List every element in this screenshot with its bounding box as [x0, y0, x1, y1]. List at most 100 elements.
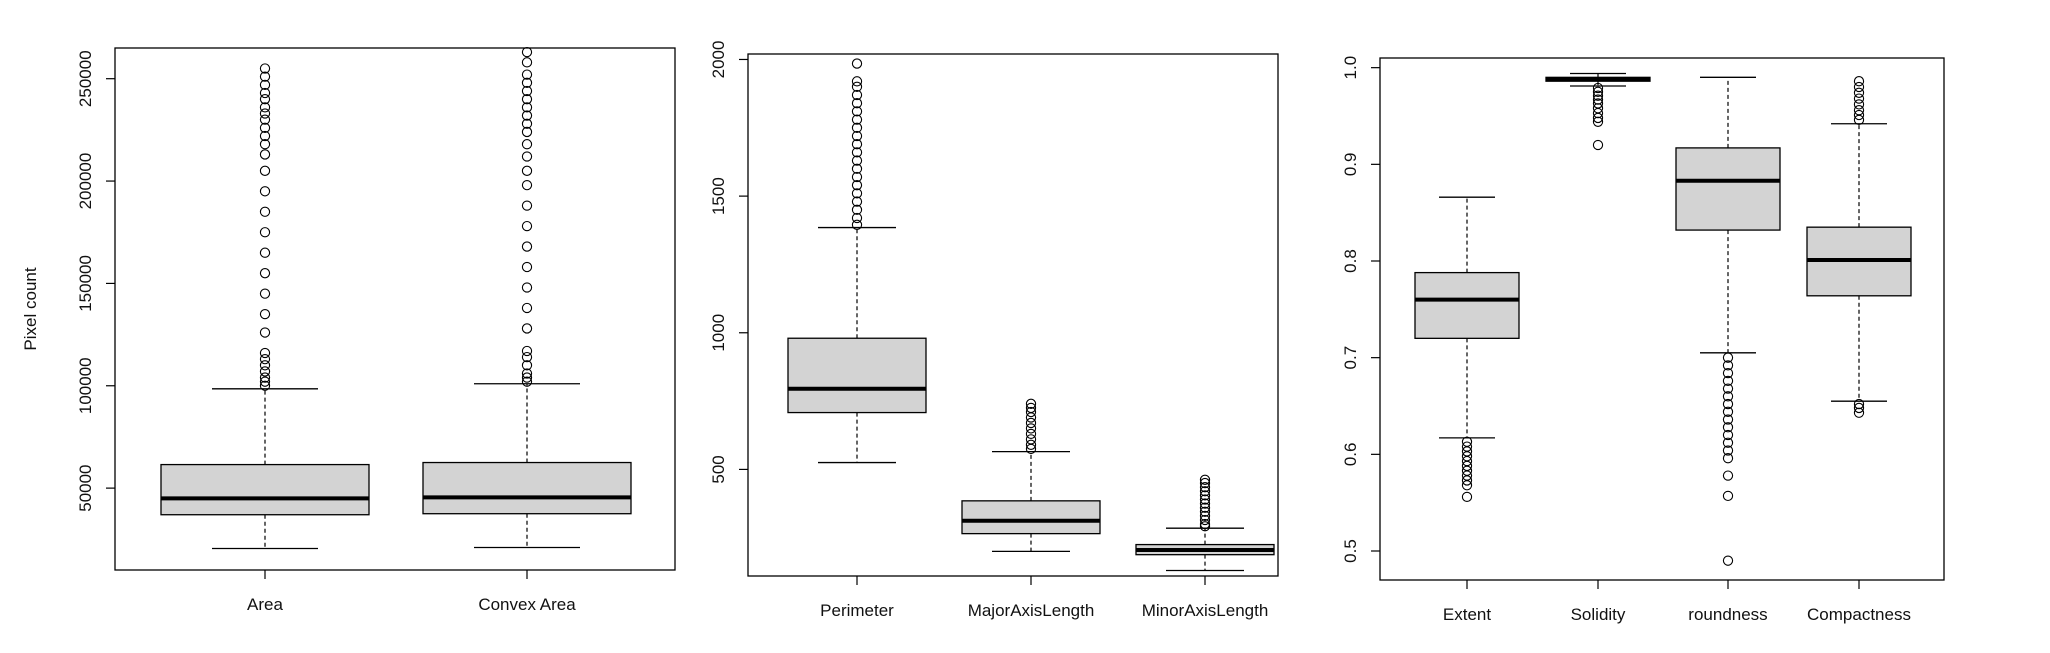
- y-tick-label: 250000: [76, 50, 95, 107]
- outlier-point: [259, 108, 271, 119]
- outlier-point: [1853, 402, 1865, 414]
- outlier-point: [259, 130, 271, 142]
- outlier-point: [521, 261, 533, 273]
- outlier-point: [521, 372, 533, 383]
- outlier-point: [1722, 360, 1734, 371]
- x-category-label: roundness: [1688, 605, 1767, 624]
- outlier-point: [521, 85, 533, 97]
- outlier-point: [1199, 498, 1211, 509]
- outlier-point: [1722, 352, 1734, 363]
- outlier-point: [851, 122, 863, 133]
- outlier-point: [521, 360, 533, 371]
- outlier-point: [1199, 474, 1211, 485]
- outlier-point: [1722, 383, 1734, 394]
- outlier-point: [851, 58, 863, 69]
- outlier-point: [259, 327, 271, 338]
- outlier-point: [1199, 518, 1211, 530]
- outlier-point: [259, 366, 271, 377]
- outlier-point: [259, 247, 271, 258]
- outlier-point: [1199, 494, 1211, 505]
- panel-pixel-count: Pixel count 50000 100000 150000 200000 25000…: [21, 46, 676, 614]
- box-area: [160, 463, 370, 516]
- outlier-point: [851, 188, 863, 199]
- outlier-point: [1199, 477, 1211, 489]
- outlier-point: [1722, 470, 1734, 481]
- outlier-point: [851, 155, 863, 166]
- outlier-point: [851, 204, 863, 215]
- outlier-point: [1853, 81, 1865, 93]
- outlier-point: [259, 165, 271, 176]
- box-roundness: [1675, 147, 1781, 231]
- outlier-point: [1199, 486, 1211, 497]
- box-convex-area: [422, 461, 632, 515]
- outlier-point: [521, 368, 533, 379]
- y-axis-title: Pixel count: [21, 267, 40, 350]
- outlier-point: [259, 114, 271, 125]
- outlier-point: [1025, 428, 1037, 440]
- outlier-point: [1722, 422, 1734, 433]
- plot-frame: [1379, 57, 1945, 581]
- outlier-point: [259, 372, 271, 383]
- y-tick-label: 150000: [76, 255, 95, 312]
- y-tick-label: 0.8: [1341, 249, 1360, 273]
- outlier-point: [851, 163, 863, 174]
- outlier-point: [1722, 490, 1734, 502]
- outlier-point: [1722, 437, 1734, 448]
- outlier-point: [259, 63, 271, 74]
- outlier-point: [521, 282, 533, 293]
- outlier-point: [521, 57, 533, 68]
- outlier-point: [851, 196, 863, 207]
- outlier-point: [1025, 398, 1037, 409]
- outlier-point: [1722, 445, 1734, 456]
- outlier-point: [521, 302, 533, 314]
- outlier-point: [851, 147, 863, 158]
- plot-frame: [114, 47, 676, 571]
- outlier-point: [259, 376, 271, 387]
- outlier-point: [1853, 407, 1865, 418]
- outlier-point: [259, 288, 271, 299]
- outlier-point: [521, 323, 533, 334]
- x-category-label: Convex Area: [478, 595, 576, 614]
- x-category-label: Area: [247, 595, 283, 614]
- outlier-point: [1722, 406, 1734, 417]
- outlier-point: [521, 241, 533, 252]
- panel-shape-ratios: 0.5 0.6 0.7 0.8 0.9 1.0 Extent Solidity roundnes…: [1341, 56, 1945, 624]
- outlier-point: [259, 102, 271, 113]
- outlier-point: [259, 139, 271, 150]
- plot-frame: [747, 53, 1279, 577]
- outlier-point: [259, 71, 271, 82]
- outlier-point: [851, 106, 863, 117]
- outlier-point: [1199, 490, 1211, 501]
- outlier-point: [1722, 391, 1734, 402]
- outlier-point: [1461, 491, 1473, 503]
- x-category-label: Extent: [1443, 605, 1491, 624]
- outlier-point: [259, 94, 271, 105]
- y-tick-label: 1.0: [1341, 56, 1360, 80]
- y-tick-label: 0.7: [1341, 346, 1360, 370]
- panel-lengths: 500 1000 1500 2000 Perimeter MajorAxisLength M…: [709, 41, 1279, 620]
- x-category-label: Solidity: [1571, 605, 1626, 624]
- y-tick-label: 1500: [709, 177, 728, 215]
- outlier-point: [851, 98, 863, 109]
- outlier-point: [521, 351, 533, 363]
- x-category-label: MajorAxisLength: [968, 601, 1095, 620]
- y-tick-label: 0.6: [1341, 443, 1360, 467]
- x-category-label: Compactness: [1807, 605, 1911, 624]
- outlier-point: [1722, 429, 1734, 441]
- outlier-point: [851, 171, 863, 183]
- outlier-point: [1722, 375, 1734, 387]
- outlier-point: [259, 380, 271, 391]
- outlier-point: [259, 206, 271, 217]
- outlier-point: [1025, 406, 1037, 418]
- outlier-point: [1722, 414, 1734, 425]
- outlier-point: [521, 139, 533, 150]
- outlier-point: [1025, 434, 1037, 445]
- outlier-point: [1025, 402, 1037, 414]
- outlier-point: [259, 360, 271, 371]
- outlier-point: [259, 122, 271, 133]
- outlier-point: [259, 149, 271, 160]
- outlier-point: [1025, 423, 1037, 434]
- outlier-point: [521, 94, 533, 105]
- outlier-point: [851, 81, 863, 92]
- outlier-point: [1853, 76, 1865, 87]
